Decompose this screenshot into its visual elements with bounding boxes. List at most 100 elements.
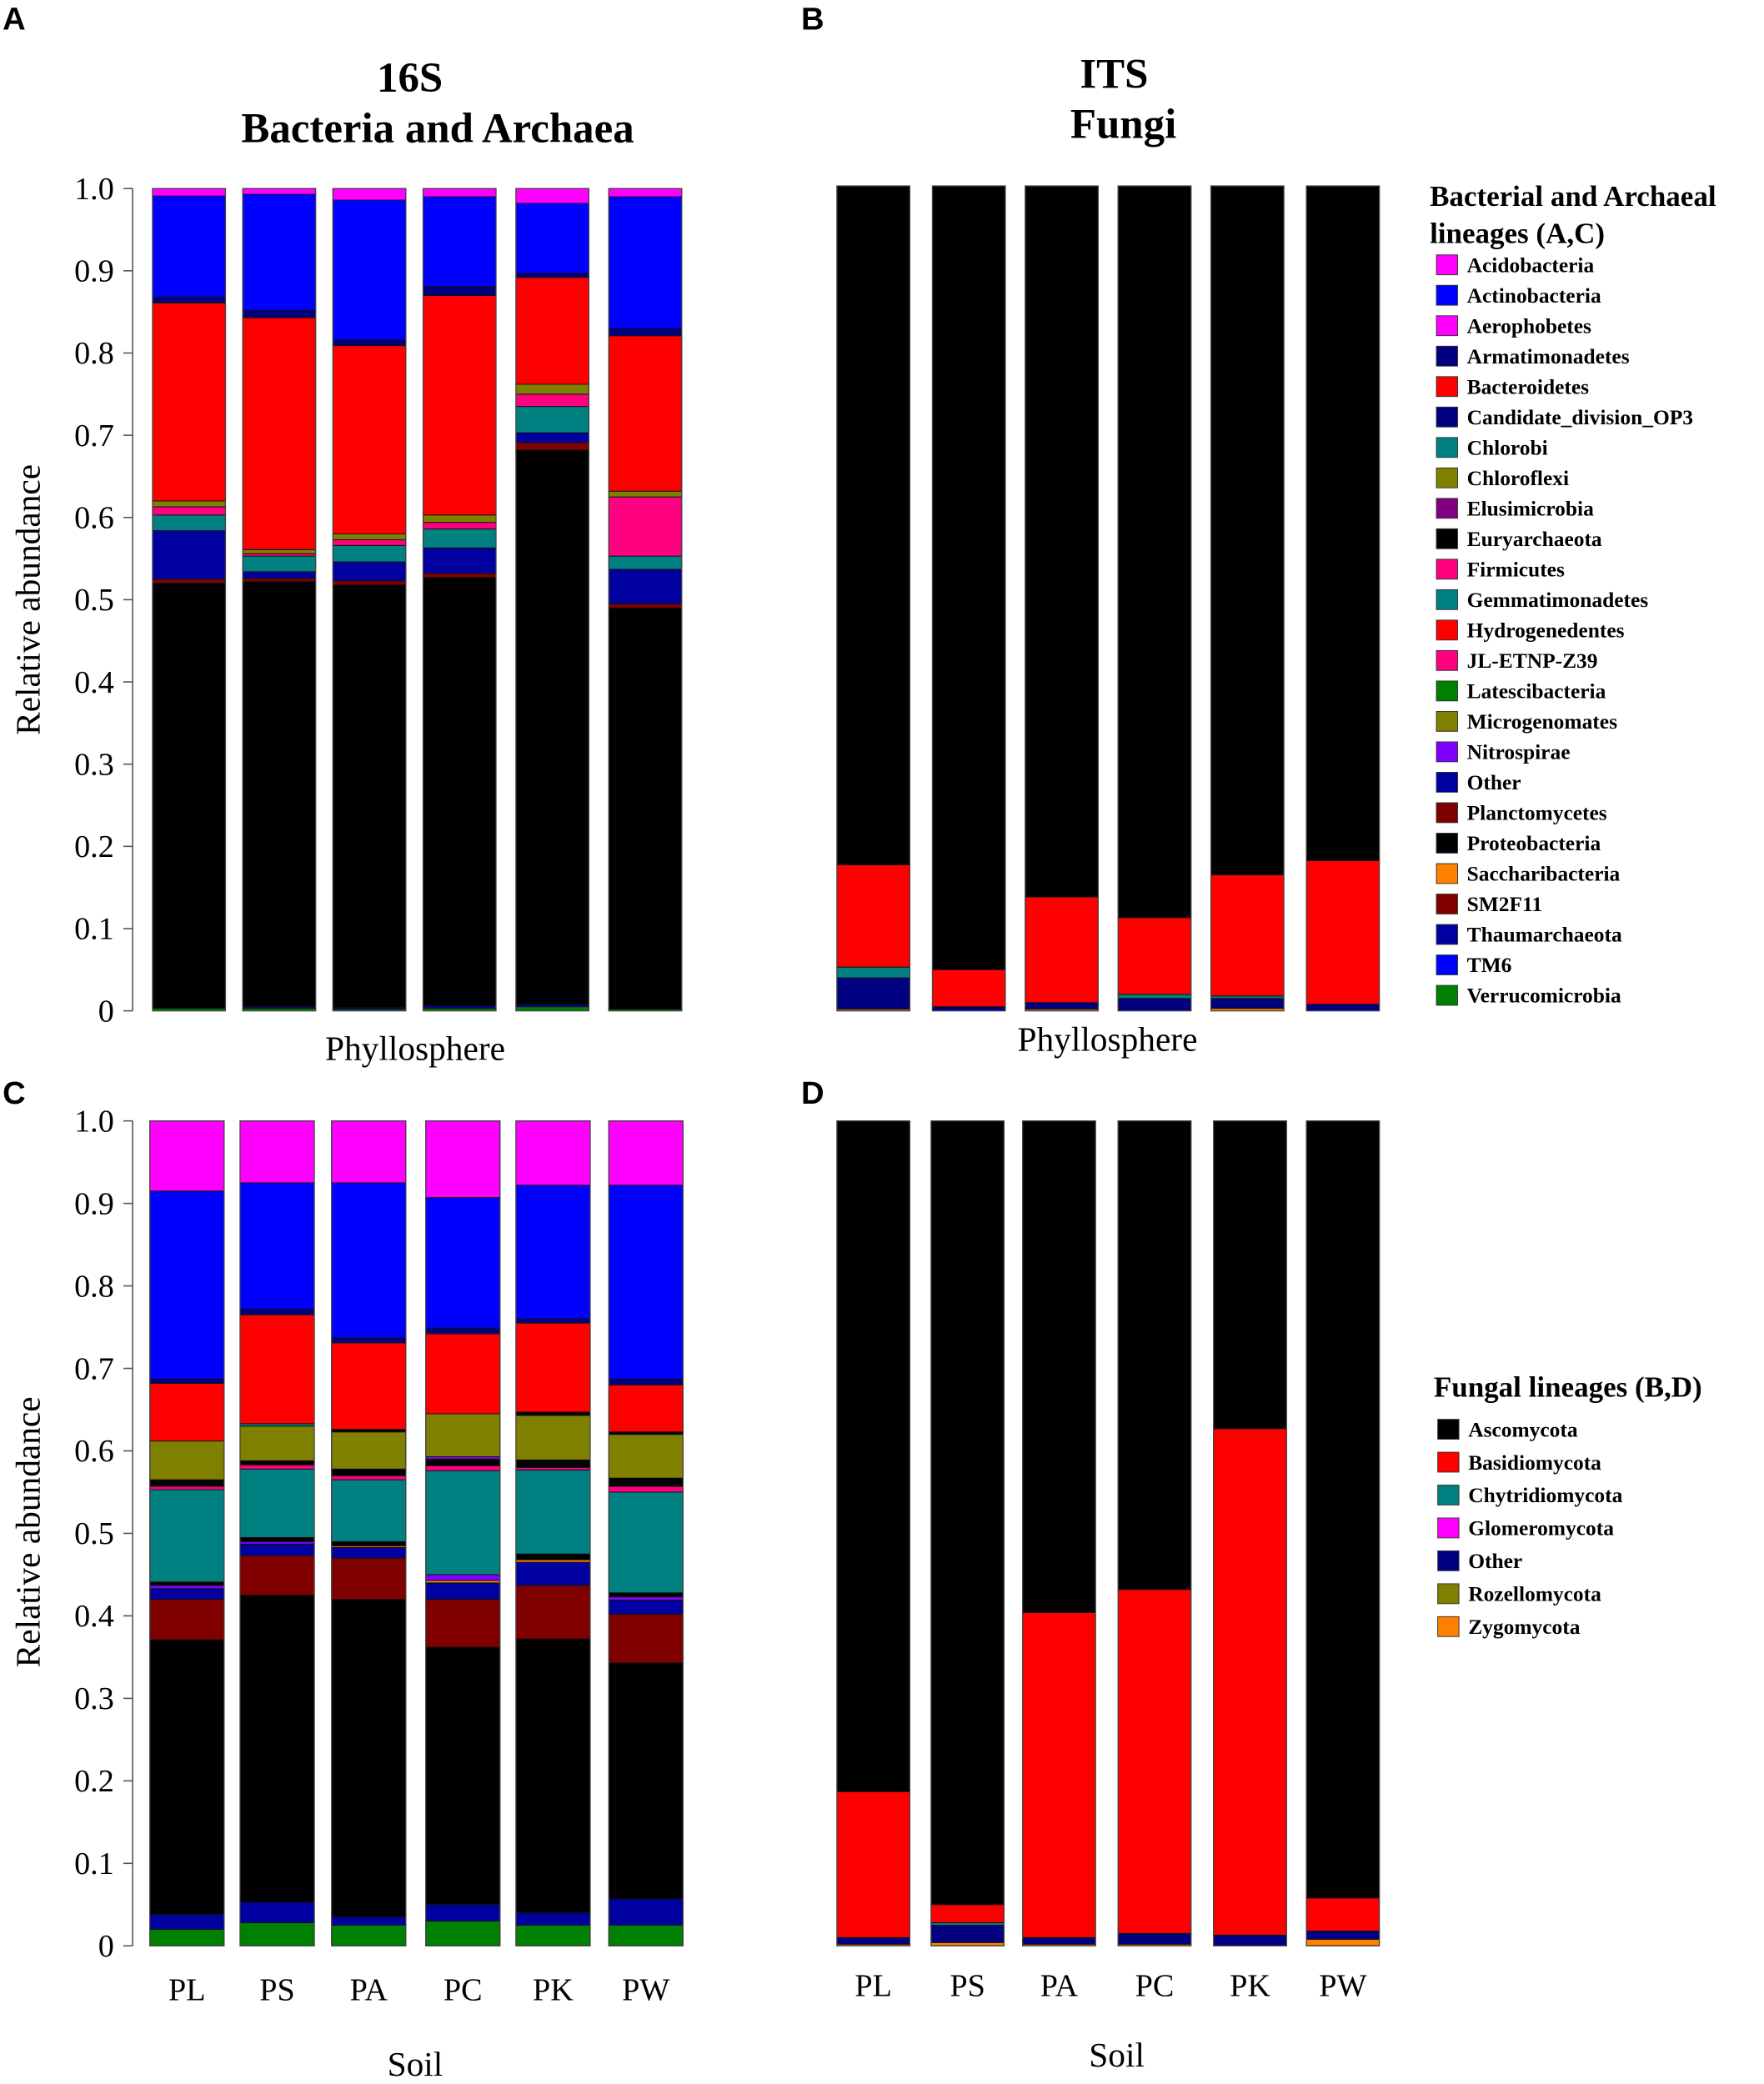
legend-label: Planctomycetes <box>1467 801 1607 825</box>
legend-swatch <box>1436 528 1458 549</box>
bar-segment-acidobacteria <box>515 188 589 204</box>
bar-pw <box>1305 1120 1381 1946</box>
bar-segment-gemmatimonadetes <box>331 1479 407 1542</box>
legend-label: Ascomycota <box>1468 1417 1578 1441</box>
bar-pc <box>422 188 497 1012</box>
bar-segment-other <box>331 1546 407 1559</box>
legend-item: Chytridiomycota <box>1437 1483 1623 1507</box>
bar-segment-other <box>331 1916 407 1926</box>
bar-segment-proteobacteria <box>331 1599 407 1918</box>
bar-segment-ascomycota <box>836 1120 910 1792</box>
bar-segment-actinobacteria <box>608 196 683 329</box>
legend-item: Actinobacteria <box>1436 283 1601 308</box>
legend-item: SM2F11 <box>1436 892 1542 916</box>
legend-swatch <box>1437 1419 1460 1440</box>
panel-c-ylabel: Relative abundance <box>9 1396 48 1667</box>
bar-segment-ascomycota <box>836 185 910 865</box>
bar-segment-bacteroidetes <box>425 1333 501 1415</box>
bar-segment-firmicutes <box>332 539 407 546</box>
legend-item: Other <box>1436 770 1521 794</box>
legend-label: Chlorobi <box>1467 436 1548 460</box>
x-category-label: PK <box>533 1972 574 2007</box>
bar-segment-actinobacteria <box>149 1190 225 1380</box>
bar-segment-nitrospirae <box>425 1574 501 1581</box>
bar-segment-planctomycetes <box>515 1585 591 1640</box>
bar-segment-actinobacteria <box>332 199 407 341</box>
legend-swatch <box>1436 498 1458 519</box>
bar-segment-acidobacteria <box>608 1120 684 1186</box>
legend-label: Armatimonadetes <box>1467 344 1630 368</box>
bar-outline <box>1022 1120 1096 1946</box>
bar-segment-euryarchaeota <box>515 1411 591 1416</box>
legend-label: Elusimicrobia <box>1467 497 1594 521</box>
bar-segment-other <box>425 1582 501 1601</box>
bar-segment-firmicutes <box>425 1465 501 1471</box>
legend-swatch <box>1436 954 1458 975</box>
bar-outline <box>332 188 407 1012</box>
bar-pk <box>515 1120 591 1946</box>
bar-segment-chloroflexi <box>152 500 226 508</box>
bar-segment-verrucomicrobia <box>608 1925 684 1946</box>
bar-segment-other <box>1022 1936 1096 1945</box>
bar-pa <box>331 1120 407 1946</box>
y-tick-label: 0.5 <box>74 583 114 618</box>
panel-a-xlabel: Phyllosphere <box>325 1029 505 1067</box>
bar-outline <box>930 1120 1005 1946</box>
legend-swatch <box>1436 619 1458 641</box>
x-category-label: PC <box>1135 1969 1175 2004</box>
legend-label: Verrucomicrobia <box>1467 984 1621 1008</box>
bar-pc <box>425 1120 501 1946</box>
legend-swatch <box>1436 802 1458 824</box>
bar-segment-other <box>425 1904 501 1922</box>
bar-segment-ascomycota <box>1305 185 1381 861</box>
bar-outline <box>608 188 683 1012</box>
bar-segment-verrucomicrobia <box>425 1921 501 1946</box>
bar-segment-ascomycota <box>1117 185 1192 919</box>
bar-outline <box>1117 1120 1192 1946</box>
bar-segment-gemmatimonadetes <box>242 555 317 573</box>
bar-segment-other <box>1210 998 1285 1009</box>
legend-label: Hydrogenedentes <box>1467 619 1625 643</box>
legend-label: TM6 <box>1467 953 1512 977</box>
bar-segment-actinobacteria <box>423 196 497 288</box>
bar-segment-verrucomicrobia <box>515 1925 591 1946</box>
y-tick-label: 0.9 <box>74 254 114 289</box>
panel-letter-b: B <box>801 1 824 37</box>
bar-segment-basidiomycota <box>930 1904 1005 1924</box>
bar-segment-other <box>1117 998 1192 1012</box>
bar-segment-ascomycota <box>931 185 1006 970</box>
bar-segment-acidobacteria <box>149 1120 225 1192</box>
bar-segment-other <box>515 432 589 443</box>
legend-item: Rozellomycota <box>1437 1582 1601 1606</box>
y-tick-label: 0.1 <box>74 1846 114 1881</box>
bar-segment-planctomycetes <box>332 580 407 586</box>
bar-segment-other <box>931 1006 1006 1012</box>
bar-segment-other <box>1213 1934 1287 1946</box>
bar-segment-planctomycetes <box>608 603 683 609</box>
legend-swatch <box>1437 1616 1460 1637</box>
bar-outline <box>836 1120 911 1946</box>
x-category-label: PK <box>1230 1969 1270 2004</box>
bar-outline <box>515 1120 591 1946</box>
legend-label: Chytridiomycota <box>1468 1483 1622 1507</box>
legend-swatch <box>1437 1451 1460 1473</box>
bar-segment-acidobacteria <box>423 188 497 198</box>
bar-segment-bacteroidetes <box>332 345 407 534</box>
bar-segment-zygomycota <box>1305 1938 1381 1946</box>
y-tick-label: 0.3 <box>74 1681 114 1716</box>
bar-segment-basidiomycota <box>836 1791 910 1938</box>
bar-segment-chloroflexi <box>515 1415 591 1460</box>
bar-segment-other <box>242 571 317 579</box>
legend-swatch <box>1436 467 1458 488</box>
legend-item: Planctomycetes <box>1436 801 1607 825</box>
panel-b-title-line1: ITS <box>1080 51 1148 98</box>
panel-d-xlabel: Soil <box>1089 2036 1145 2074</box>
bar-segment-gemmatimonadetes <box>515 406 589 433</box>
legend-fungi-title: Fungal lineages (B,D) <box>1434 1371 1702 1404</box>
y-tick-label: 0.7 <box>74 418 114 453</box>
bar-segment-other <box>1305 1004 1381 1012</box>
bar-outline <box>331 1120 407 1946</box>
y-tick-label: 0.2 <box>74 1764 114 1799</box>
bar-segment-planctomycetes <box>515 442 589 451</box>
